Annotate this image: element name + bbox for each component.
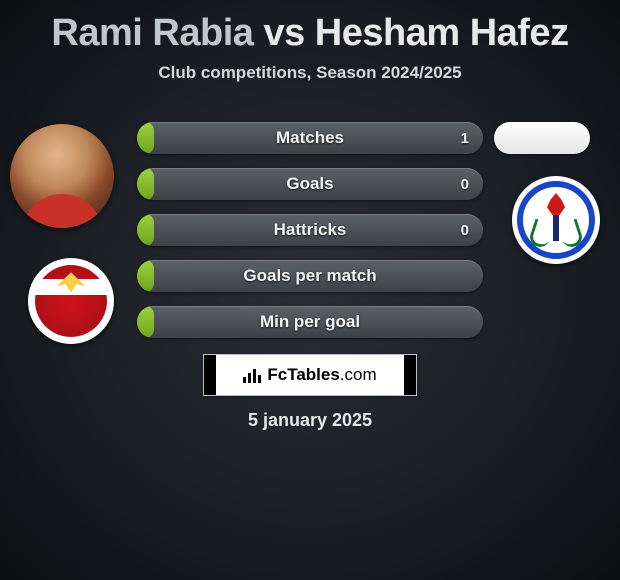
page-title: Rami Rabia vs Hesham Hafez — [0, 0, 620, 55]
stat-label: Matches — [137, 128, 483, 148]
player2-club-badge — [512, 176, 600, 264]
player1-club-badge — [28, 258, 114, 344]
date-label: 5 january 2025 — [0, 410, 620, 431]
player2-pill-placeholder — [494, 122, 590, 154]
stat-label: Goals — [137, 174, 483, 194]
brand-text: FcTables.com — [267, 365, 376, 385]
player1-avatar — [10, 124, 114, 228]
stat-label: Goals per match — [137, 266, 483, 286]
stat-row-goals: Goals 0 — [137, 168, 483, 200]
brand-domain: .com — [340, 365, 377, 384]
brand-badge: FcTables.com — [203, 354, 417, 396]
stat-row-goals-per-match: Goals per match — [137, 260, 483, 292]
stat-row-hattricks: Hattricks 0 — [137, 214, 483, 246]
subtitle: Club competitions, Season 2024/2025 — [0, 63, 620, 83]
stat-row-min-per-goal: Min per goal — [137, 306, 483, 338]
player2-name: Hesham Hafez — [315, 12, 569, 54]
torch-flame-icon — [547, 193, 565, 215]
brand-bars-icon — [243, 367, 261, 383]
player1-name: Rami Rabia — [51, 12, 253, 54]
stats-list: Matches 1 Goals 0 Hattricks 0 Goals per … — [137, 122, 483, 352]
brand-name: FcTables — [267, 365, 339, 384]
stat-row-matches: Matches 1 — [137, 122, 483, 154]
stat-label: Min per goal — [137, 312, 483, 332]
stat-value: 0 — [461, 222, 469, 239]
stat-label: Hattricks — [137, 220, 483, 240]
stat-value: 0 — [461, 176, 469, 193]
stat-value: 1 — [461, 130, 469, 147]
vs-separator: vs — [263, 12, 304, 54]
